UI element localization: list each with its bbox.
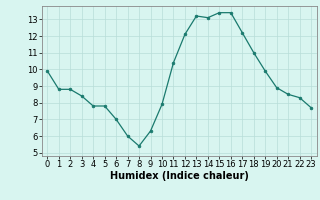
X-axis label: Humidex (Indice chaleur): Humidex (Indice chaleur) <box>110 171 249 181</box>
